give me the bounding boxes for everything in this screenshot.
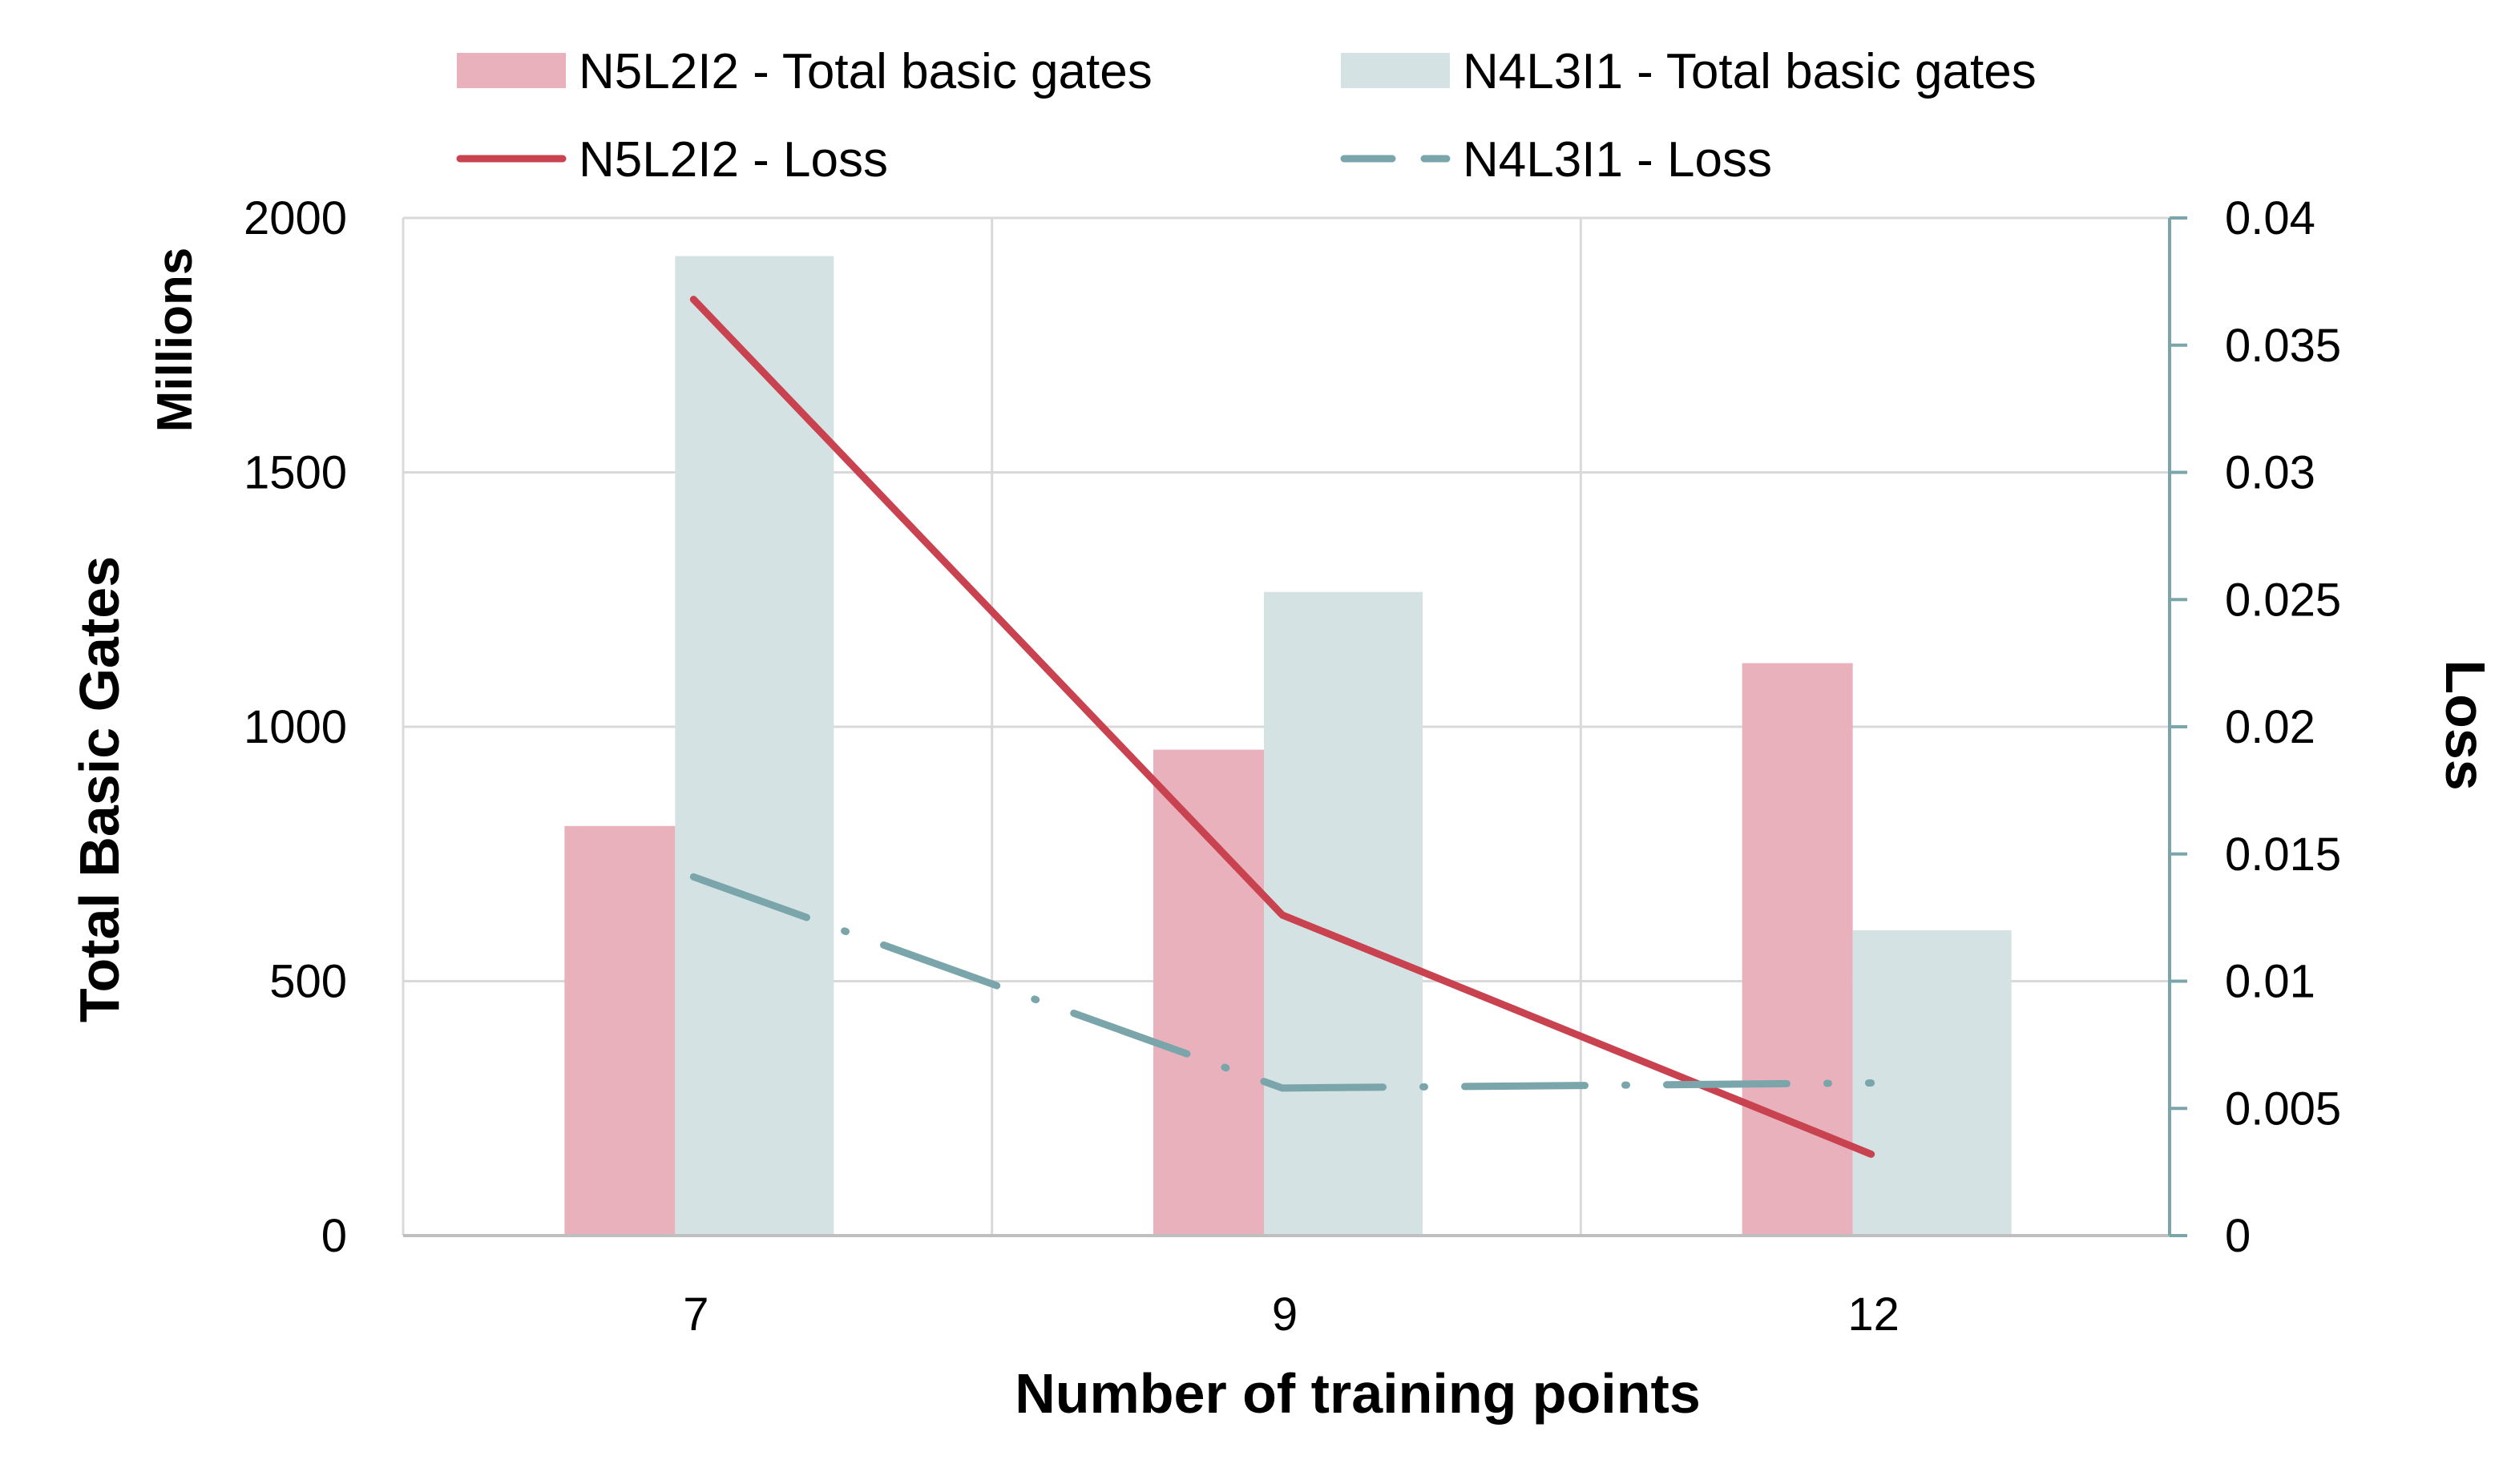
legend-item-n5l2i2-loss: N5L2I2 - Loss <box>456 132 888 188</box>
y-tick-label: 1500 <box>244 447 347 499</box>
y2-tick-label: 0.025 <box>2225 574 2341 626</box>
axes <box>403 216 2187 1237</box>
bar-n4l3i1-gates <box>1264 591 1423 1236</box>
line-n5l2i2-loss <box>689 296 1875 1158</box>
x-tick-label: 7 <box>683 1288 709 1341</box>
y-tick-label: 0 <box>321 1210 347 1262</box>
y2-tick-label: 0.02 <box>2225 701 2315 753</box>
legend-label: N5L2I2 - Loss <box>579 132 888 188</box>
bar-n4l3i1-gates <box>675 256 834 1236</box>
legend-label: N4L3I1 - Total basic gates <box>1463 44 2037 99</box>
legend-swatch <box>1341 53 1450 88</box>
y-tick-label: 2000 <box>244 192 347 244</box>
y2-tick-label: 0.005 <box>2225 1083 2341 1135</box>
y2-tick-label: 0.035 <box>2225 320 2341 372</box>
y2-tick-label: 0.01 <box>2225 956 2315 1008</box>
y2-tick-label: 0 <box>2225 1210 2251 1262</box>
bar-n4l3i1-gates <box>1852 930 2012 1236</box>
legend-item-n4l3i1-gates: N4L3I1 - Total basic gates <box>1341 44 2037 99</box>
y-axis-title: Total Basic Gates <box>68 556 131 1022</box>
bar-n5l2i2-gates <box>564 825 676 1236</box>
line-series-group <box>689 296 1875 1158</box>
legend-label: N5L2I2 - Total basic gates <box>579 44 1153 99</box>
x-tick-label: 9 <box>1272 1288 1298 1341</box>
line-n4l3i1-loss <box>689 873 1875 1092</box>
bar-n5l2i2-gates <box>1742 663 1853 1236</box>
y-tick-label: 1000 <box>244 701 347 753</box>
y2-tick-label: 0.04 <box>2225 192 2315 244</box>
legend-label: N4L3I1 - Loss <box>1463 132 1772 188</box>
y2-tick-label: 0.03 <box>2225 447 2315 499</box>
y-tick-label: 500 <box>269 956 347 1008</box>
legend-item-n5l2i2-gates: N5L2I2 - Total basic gates <box>457 44 1153 99</box>
x-axis-title: Number of training points <box>1015 1362 1701 1425</box>
bar-n5l2i2-gates <box>1153 749 1264 1236</box>
y2-axis-title: Loss <box>2434 659 2497 790</box>
x-tick-label: 12 <box>1847 1288 1899 1341</box>
legend-swatch <box>457 53 566 88</box>
legend: N5L2I2 - Total basic gates N4L3I1 - Total… <box>456 44 2037 188</box>
legend-item-n4l3i1-loss: N4L3I1 - Loss <box>1340 132 1772 188</box>
bar-series-group <box>564 256 2012 1236</box>
tick-labels: 0 500 1000 1500 2000 0 0.005 0.01 0.015 0.02 0.025… <box>244 192 2341 1341</box>
y-axis-unit-label: Millions <box>147 248 203 433</box>
y2-tick-label: 0.015 <box>2225 829 2341 881</box>
